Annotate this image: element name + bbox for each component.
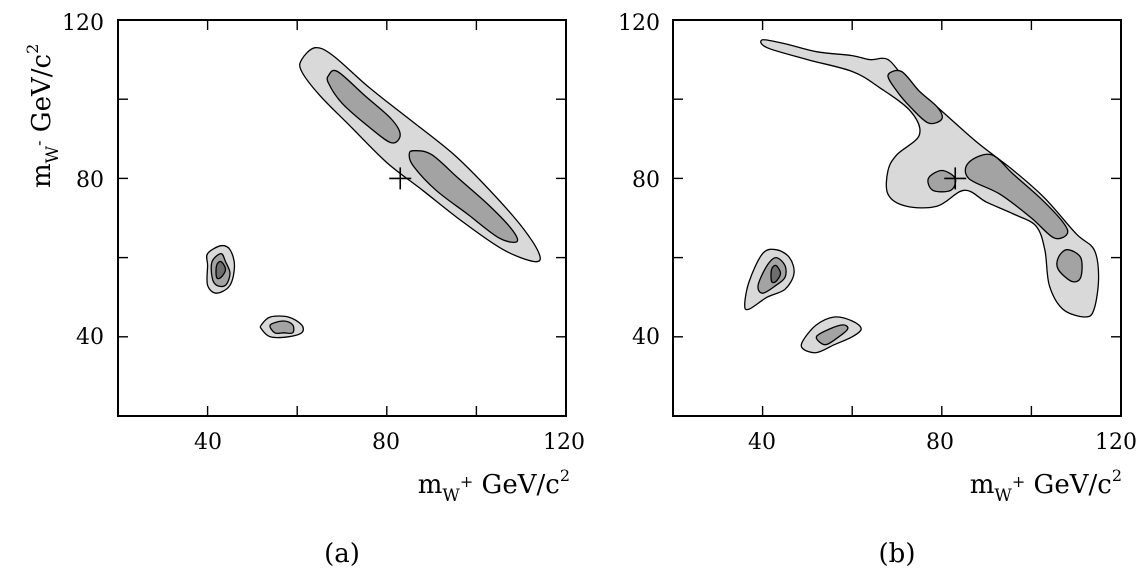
contour-level-2-region-3 xyxy=(927,169,957,193)
contour-regions xyxy=(205,46,541,339)
contour-level-2-region-1 xyxy=(326,69,401,144)
contour-level-2-region-7 xyxy=(269,320,295,335)
contour-level-3-region-7 xyxy=(770,264,782,284)
y-tick-label-80: 80 xyxy=(76,168,104,193)
contour-level-2-region-2 xyxy=(408,150,519,244)
panel-caption-a: (a) xyxy=(324,539,360,569)
y-tick-label-40: 40 xyxy=(632,325,660,350)
x-axis-title: mW+ GeV/c2 xyxy=(970,466,1122,506)
nominal-point-marker xyxy=(944,167,967,190)
contour-regions xyxy=(744,39,1100,354)
x-tick-label-40: 40 xyxy=(748,430,776,455)
x-tick-label-120: 120 xyxy=(543,430,585,455)
y-tick-label-80: 80 xyxy=(632,168,660,193)
plot-frame xyxy=(117,19,567,417)
contour-panel-b: 40 80 120 40 80 120 mW+ GeV/c2 (b) xyxy=(618,11,1137,569)
y-axis-title: mW- GeV/c2 xyxy=(23,44,63,188)
axis-ticks xyxy=(118,20,566,416)
y-tick-label-120: 120 xyxy=(618,11,660,36)
x-axis-title: mW+ GeV/c2 xyxy=(418,466,570,506)
contour-level-2-region-2 xyxy=(964,153,1069,240)
x-tick-label-80: 80 xyxy=(372,430,400,455)
x-tick-label-80: 80 xyxy=(926,430,954,455)
plot-frame xyxy=(672,19,1122,417)
axis-ticks xyxy=(673,20,1121,416)
y-tick-label-40: 40 xyxy=(76,325,104,350)
contour-level-3-region-5 xyxy=(215,260,227,280)
y-tick-label-120: 120 xyxy=(62,11,104,36)
x-tick-label-120: 120 xyxy=(1095,430,1137,455)
nominal-point-marker xyxy=(389,167,412,190)
panel-caption-b: (b) xyxy=(879,539,916,569)
contour-level-2-region-9 xyxy=(815,324,849,346)
x-tick-label-40: 40 xyxy=(194,430,222,455)
contour-panel-a: 40 80 120 40 80 120 mW+ GeV/c2 mW- GeV/c… xyxy=(23,11,585,569)
contour-level-2-region-4 xyxy=(1056,249,1083,283)
contour-level-2-region-1 xyxy=(887,69,943,125)
